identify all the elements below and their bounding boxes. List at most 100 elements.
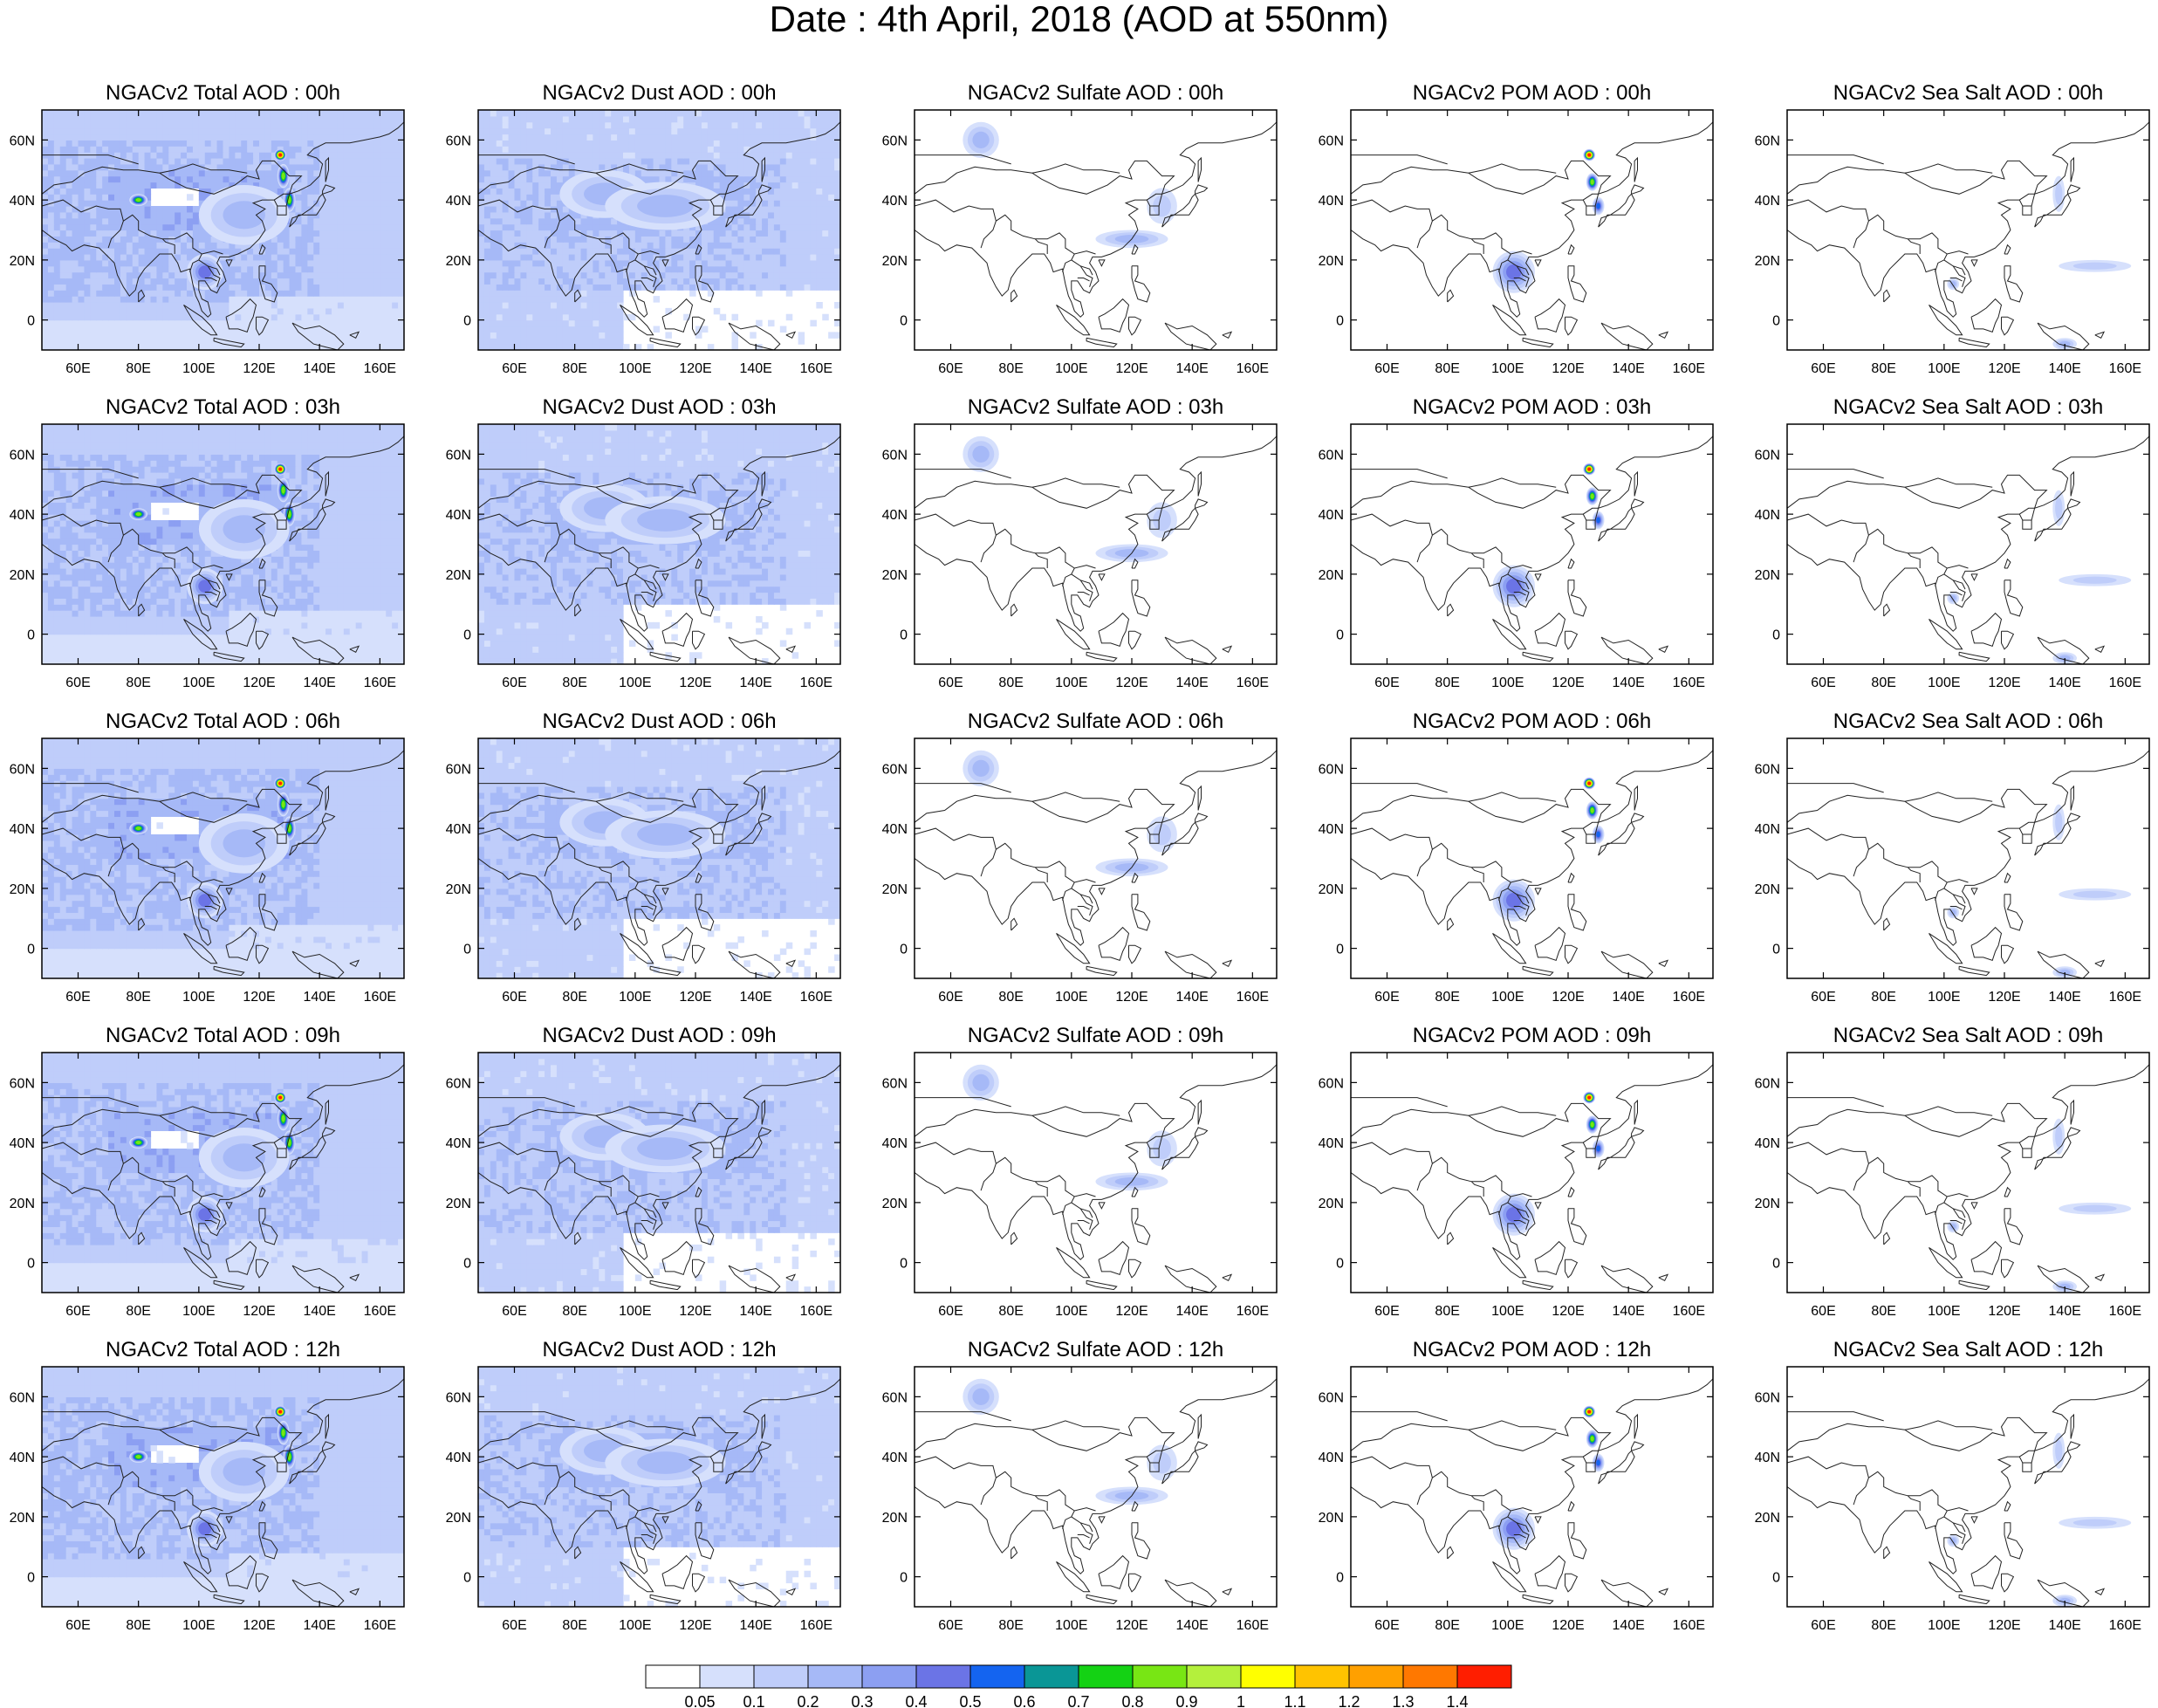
coastline: [42, 1416, 303, 1451]
map-panel-total-00h: NGACv2 Total AOD : 00h 60E 80E 100E 120E 140E…: [10, 81, 405, 376]
x-tick-label: 120E: [1115, 1304, 1148, 1319]
plume-cell: [2072, 262, 2117, 270]
coastline: [620, 618, 654, 650]
coastline: [1351, 1097, 1448, 1108]
y-tick-label: 20N: [446, 254, 471, 269]
coastline: [695, 244, 702, 255]
plume-cell: [1506, 892, 1522, 909]
coastline: [1565, 316, 1579, 336]
x-tick-label: 160E: [1237, 361, 1269, 376]
coastline: [1600, 1579, 1654, 1607]
coastline: [291, 950, 345, 978]
coastline: [478, 154, 575, 165]
coastline: [289, 193, 326, 228]
plume-cell: [972, 131, 990, 148]
map-panel-total-03h: NGACv2 Total AOD : 03h 60E 80E 100E 120E 140E…: [10, 395, 405, 690]
coastline: [325, 1099, 329, 1125]
plume-cell: [198, 894, 212, 908]
x-tick-label: 60E: [1811, 1304, 1835, 1319]
coastline: [1522, 337, 1554, 348]
coastline: [1600, 322, 1654, 350]
x-tick-label: 160E: [364, 676, 396, 690]
colorbar-swatch: [861, 1664, 917, 1689]
x-tick-label: 80E: [998, 1618, 1023, 1633]
coastline: [138, 1546, 146, 1560]
coastline: [915, 1102, 1175, 1137]
x-tick-label: 100E: [182, 1618, 215, 1633]
coastline: [661, 259, 669, 267]
x-tick-label: 100E: [182, 990, 215, 1005]
x-tick-label: 140E: [1612, 1304, 1644, 1319]
coastline: [2004, 1500, 2011, 1512]
coastline: [649, 337, 682, 348]
coastline: [785, 645, 797, 653]
x-tick-label: 140E: [739, 1304, 771, 1319]
x-tick-label: 80E: [1871, 361, 1895, 376]
coastline: [1513, 906, 1526, 910]
plume-cell: [2072, 576, 2117, 584]
x-tick-label: 60E: [1811, 361, 1835, 376]
coastline: [695, 1500, 702, 1512]
x-tick-label: 140E: [739, 361, 771, 376]
panel-title: NGACv2 Dust AOD : 03h: [542, 395, 776, 419]
coastline: [1197, 470, 1202, 497]
y-tick-label: 40N: [1319, 822, 1344, 837]
x-tick-label: 60E: [65, 1618, 90, 1633]
plot-frame: [41, 109, 405, 351]
coastline: [661, 1554, 694, 1590]
y-tick-label: 40N: [882, 822, 908, 837]
x-tick-label: 160E: [2109, 1304, 2141, 1319]
coastline: [289, 1450, 326, 1485]
coastline: [198, 573, 221, 601]
coastline: [1565, 630, 1579, 650]
coastline: [1080, 894, 1093, 904]
coastline: [1787, 1142, 1869, 1191]
coastline: [1010, 917, 1018, 931]
plume-cell: [1590, 1122, 1594, 1128]
coastline: [1598, 821, 1635, 856]
coastline: [695, 1186, 702, 1197]
coastline: [1351, 1064, 1713, 1260]
coastline: [1534, 612, 1566, 648]
x-tick-label: 120E: [243, 1618, 275, 1633]
coastline: [915, 827, 997, 877]
coastline: [1131, 872, 1139, 883]
y-tick-label: 60N: [1319, 762, 1344, 777]
coastline: [256, 630, 270, 650]
coastline: [478, 827, 560, 877]
coastline: [649, 1594, 682, 1605]
y-tick-label: 40N: [1755, 508, 1780, 523]
plume-cell: [135, 512, 141, 517]
coastline: [1492, 932, 1527, 964]
coastline: [1128, 630, 1142, 650]
coastline: [1787, 474, 2048, 509]
x-tick-label: 120E: [1552, 676, 1584, 690]
coastline: [183, 1246, 218, 1279]
coastline: [1953, 1522, 1966, 1533]
coastline: [183, 932, 218, 964]
coastline: [138, 917, 146, 931]
coastline: [2037, 1265, 2090, 1293]
map-panel-sulfate-09h: NGACv2 Sulfate AOD : 09h 60E 80E 100E 120E 14…: [882, 1024, 1278, 1319]
coastline: [1928, 304, 1963, 336]
y-tick-label: 60N: [10, 448, 35, 463]
plume-cell: [281, 800, 285, 808]
coastline: [204, 278, 217, 282]
aod-field: [478, 424, 840, 664]
plot-frame: [1350, 109, 1714, 351]
x-tick-label: 160E: [1237, 676, 1269, 690]
plume-cell: [637, 1137, 694, 1160]
coastline: [574, 1546, 582, 1560]
coastline: [641, 1534, 654, 1539]
coastline: [1470, 1495, 1484, 1511]
x-tick-label: 100E: [619, 361, 651, 376]
coastline: [915, 160, 1175, 195]
coastline: [478, 1416, 739, 1451]
coastline: [1787, 1456, 1869, 1506]
x-tick-label: 60E: [1374, 990, 1399, 1005]
panel-title: NGACv2 Total AOD : 03h: [106, 395, 340, 419]
x-tick-label: 140E: [1612, 1618, 1644, 1633]
coastline: [478, 1378, 840, 1574]
y-tick-label: 0: [1336, 628, 1344, 643]
coastline: [1970, 612, 2003, 648]
